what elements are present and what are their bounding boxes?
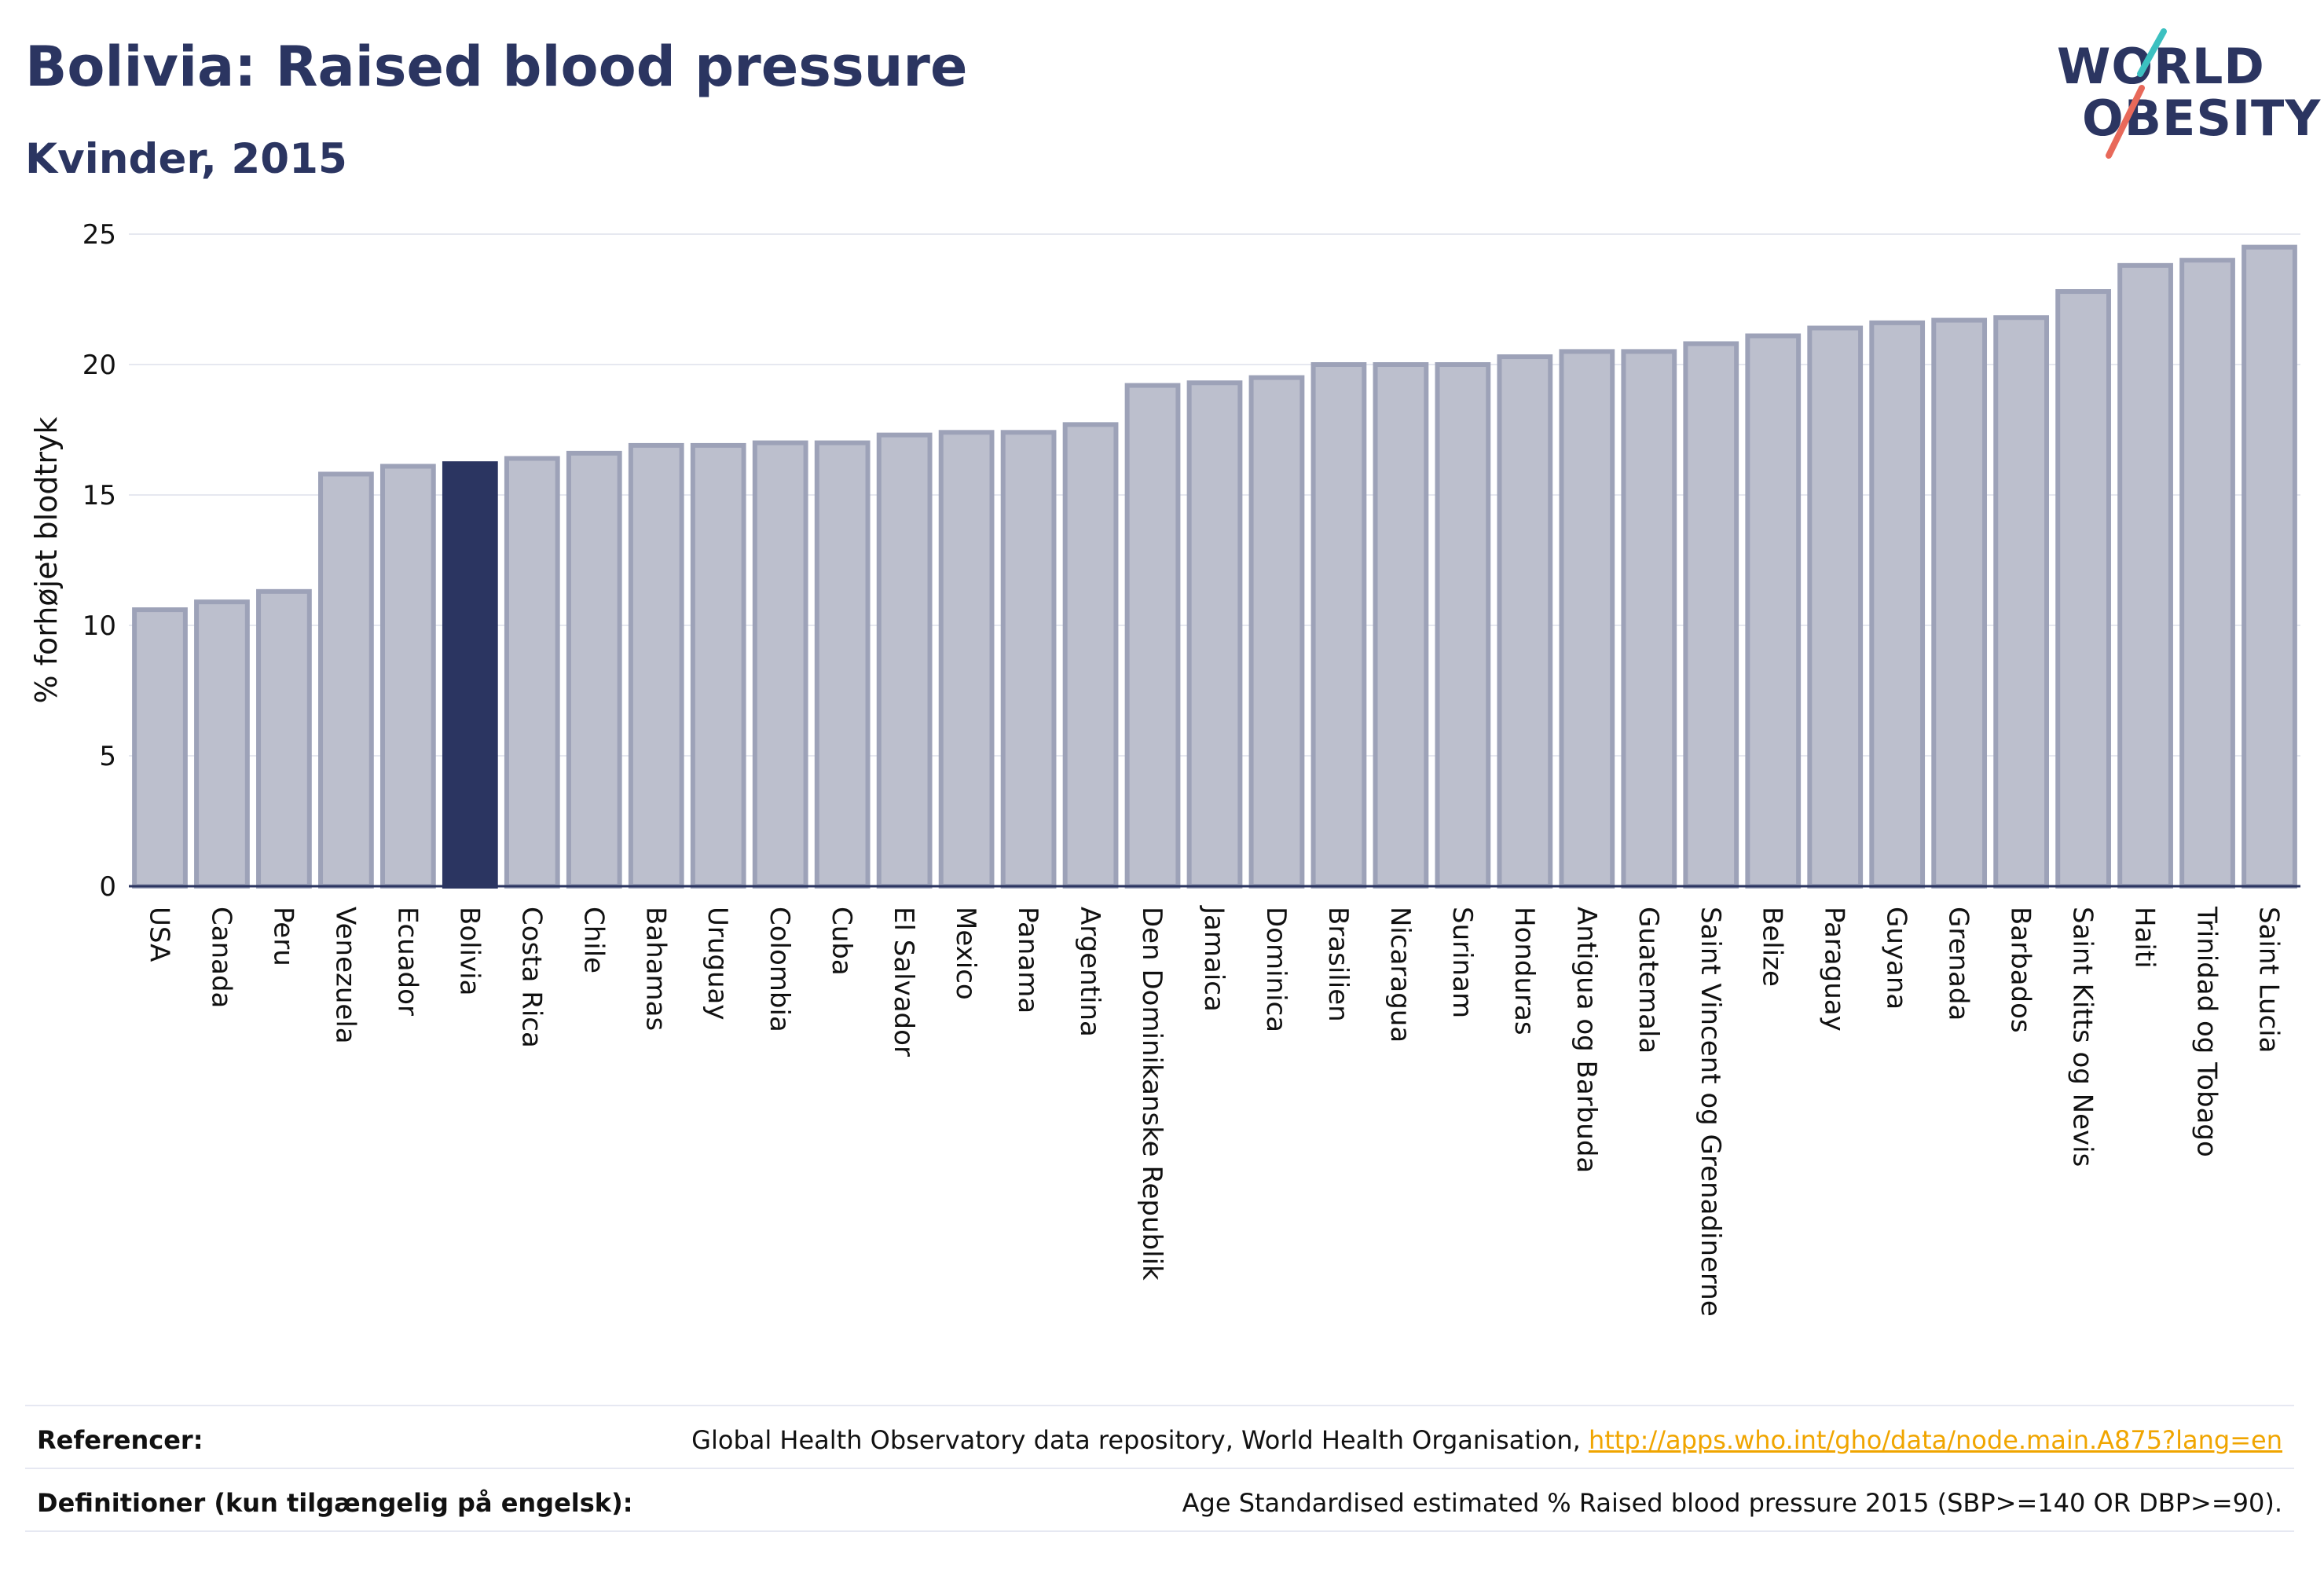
definitions-value: Age Standardised estimated % Raised bloo… xyxy=(1182,1488,2282,1518)
x-tick-label: Mexico xyxy=(950,907,981,1000)
bar xyxy=(1683,341,1739,889)
logo-slash-icon xyxy=(2106,28,2167,159)
logo-slash-coral xyxy=(2106,85,2145,159)
x-tick-label: Bahamas xyxy=(640,907,671,1031)
bar xyxy=(1373,362,1429,889)
bar xyxy=(752,440,808,889)
bar xyxy=(379,464,436,889)
bar xyxy=(2117,262,2173,889)
x-tick-label: USA xyxy=(143,907,174,962)
x-tick-label: Venezuela xyxy=(329,907,361,1044)
x-tick-label: Uruguay xyxy=(702,907,733,1021)
x-tick-label: Paraguay xyxy=(1819,907,1850,1032)
x-tick-label: Saint Kitts og Nevis xyxy=(2067,907,2099,1167)
y-tick-label: 5 xyxy=(99,741,116,772)
x-tick-label: Saint Lucia xyxy=(2253,907,2285,1053)
y-tick-label: 15 xyxy=(82,480,116,511)
logo-line-2: OBESITY xyxy=(2082,90,2322,147)
bar xyxy=(2179,258,2235,889)
bar xyxy=(1186,380,1243,889)
x-tick-label: Antigua og Barbuda xyxy=(1571,907,1602,1173)
x-tick-label: Guyana xyxy=(1881,907,1912,1010)
x-tick-label: Trinidad og Tobago xyxy=(2191,906,2223,1157)
bar xyxy=(256,588,312,889)
bar xyxy=(876,432,933,889)
chart-title: Bolivia: Raised blood pressure xyxy=(25,35,968,99)
x-tick-label: Honduras xyxy=(1508,907,1540,1035)
bar xyxy=(1621,349,1677,889)
x-tick-label: Den Dominikanske Republik xyxy=(1136,907,1167,1281)
x-tick-label: Argentina xyxy=(1074,907,1105,1037)
logo-slash-teal xyxy=(2137,28,2167,77)
y-tick-label: 20 xyxy=(82,350,116,381)
bar xyxy=(628,442,684,889)
y-tick-label: 0 xyxy=(99,871,116,903)
bar xyxy=(938,430,995,889)
bar-highlight xyxy=(442,461,498,889)
references-text: Global Health Observatory data repositor… xyxy=(691,1425,1589,1455)
bar xyxy=(690,442,746,889)
bar xyxy=(1435,362,1491,889)
chart-subtitle: Kvinder, 2015 xyxy=(25,135,347,183)
bar xyxy=(1993,315,2050,889)
bar xyxy=(1931,317,1988,889)
x-tick-label: Barbados xyxy=(2005,907,2036,1033)
x-tick-label: Peru xyxy=(267,907,299,966)
world-obesity-logo: WORLD OBESITY xyxy=(2051,24,2320,165)
bar xyxy=(566,450,622,889)
x-tick-label: Bolivia xyxy=(453,907,485,995)
bar xyxy=(1310,362,1367,889)
bar xyxy=(318,471,374,889)
x-tick-label: Saint Vincent og Grenadinerne xyxy=(1695,907,1726,1317)
references-link[interactable]: http://apps.who.int/gho/data/node.main.A… xyxy=(1588,1425,2282,1455)
references-value: Global Health Observatory data repositor… xyxy=(691,1425,2282,1455)
bar xyxy=(1248,375,1305,889)
x-tick-labels: USA Canada Peru Venezuela Ecuador Bolivia Cost… xyxy=(143,905,2284,1317)
bar xyxy=(1559,349,1615,889)
bar-chart: 0 5 10 15 20 25 USA Canada Peru Venezuela Ecuador… xyxy=(29,219,2300,1317)
definitions-row: Definitioner (kun tilgængelig på engelsk… xyxy=(25,1468,2294,1532)
bar xyxy=(814,440,871,889)
x-tick-label: Surinam xyxy=(1446,907,1478,1018)
y-tick-labels: 0 5 10 15 20 25 xyxy=(82,219,116,903)
bar xyxy=(1745,333,1802,889)
y-axis-label: % forhøjet blodtryk xyxy=(29,416,64,703)
x-tick-label: Ecuador xyxy=(391,907,423,1016)
y-tick-label: 10 xyxy=(82,610,116,642)
bar xyxy=(2242,244,2297,889)
x-tick-label: Colombia xyxy=(764,907,795,1032)
bars xyxy=(129,244,2300,889)
bar xyxy=(132,607,188,889)
references-label: Referencer: xyxy=(37,1425,203,1455)
bar xyxy=(1062,422,1119,889)
x-tick-label: Nicaragua xyxy=(1384,907,1416,1043)
definitions-label: Definitioner (kun tilgængelig på engelsk… xyxy=(37,1488,633,1518)
x-tick-label: Brasilien xyxy=(1322,907,1354,1022)
x-tick-label: Dominica xyxy=(1260,907,1292,1032)
x-tick-label: Grenada xyxy=(1943,907,1974,1021)
x-tick-label: Guatemala xyxy=(1633,907,1664,1054)
bar xyxy=(2055,289,2111,889)
x-tick-label: Costa Rica xyxy=(515,907,547,1048)
x-tick-label: Canada xyxy=(205,907,236,1008)
bar xyxy=(1124,383,1181,889)
x-tick-label: Jamaica xyxy=(1198,905,1230,1012)
y-tick-label: 25 xyxy=(82,219,116,251)
x-tick-label: Chile xyxy=(577,907,609,973)
x-tick-label: Belize xyxy=(1757,907,1788,987)
x-tick-label: El Salvador xyxy=(888,907,919,1057)
bar xyxy=(1807,325,1864,889)
footer-divider xyxy=(25,1530,2294,1532)
x-tick-label: Haiti xyxy=(2129,907,2161,969)
bar xyxy=(504,456,560,889)
bar xyxy=(1869,320,1926,889)
bar xyxy=(194,599,250,889)
x-tick-label: Cuba xyxy=(826,907,857,976)
bar xyxy=(1497,354,1553,889)
logo-line-1: WORLD xyxy=(2057,38,2265,95)
references-row: Referencer: Global Health Observatory da… xyxy=(25,1405,2294,1469)
x-tick-label: Panama xyxy=(1012,907,1043,1013)
bar xyxy=(1000,430,1057,889)
